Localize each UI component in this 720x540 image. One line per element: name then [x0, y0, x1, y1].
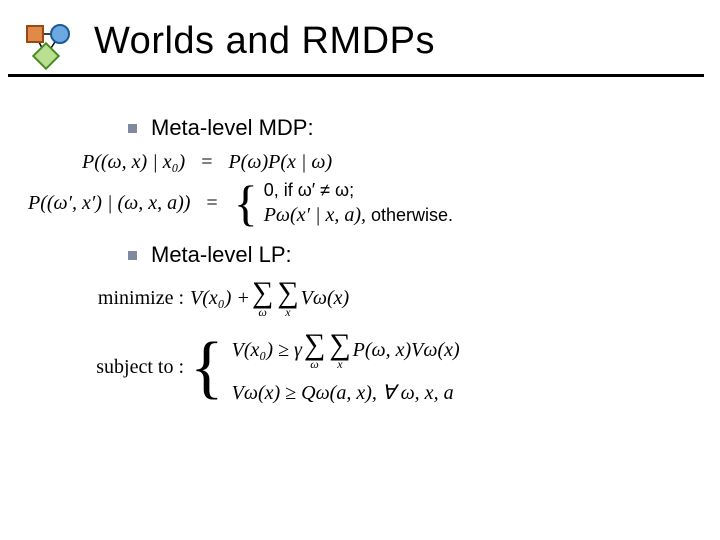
lp-c1-rhs: P(ω, x)Vω(x) — [353, 339, 460, 362]
sum-x-icon: ∑x — [329, 330, 350, 370]
slide-logo-icon — [22, 22, 76, 72]
lp-equations: minimize : V(x₀) + ∑ω ∑x Vω(x) subject t… — [74, 278, 700, 405]
mdp-eq1-rhs: P(ω)P(x | ω) — [228, 151, 332, 173]
bullet-square-icon — [128, 251, 137, 260]
sum-omega-icon: ∑ω — [252, 278, 273, 318]
bullet-1-text: Meta-level MDP: — [151, 115, 314, 141]
lp-subject-label: subject to : — [74, 356, 184, 379]
bullet-1: Meta-level MDP: — [128, 115, 700, 141]
lp-minimize-a: V(x₀) + — [190, 287, 250, 310]
title-underline — [8, 74, 704, 77]
sum-omega-icon: ∑ω — [304, 330, 325, 370]
mdp-equations: P((ω, x) | x₀) = P(ω)P(x | ω) P((ω′, x′)… — [28, 151, 700, 228]
lp-minimize: minimize : V(x₀) + ∑ω ∑x Vω(x) — [74, 278, 700, 318]
mdp-eq1-lhs: P((ω, x) | x₀) — [82, 151, 185, 173]
slide-content: Meta-level MDP: P((ω, x) | x₀) = P(ω)P(x… — [88, 115, 700, 405]
slide-title: Worlds and RMDPs — [94, 20, 700, 63]
lp-constraint-2: Vω(x) ≥ Qω(a, x), ∀ ω, x, a — [232, 380, 460, 405]
bullet-2-text: Meta-level LP: — [151, 242, 292, 268]
lp-c1-lhs: V(x₀) ≥ γ — [232, 339, 302, 362]
mdp-eq2-lhs: P((ω′, x′) | (ω, x, a)) — [28, 192, 190, 214]
mdp-case-1: 0, if ω′ ≠ ω; — [264, 179, 453, 202]
mdp-eq-2: P((ω′, x′) | (ω, x, a)) = { 0, if ω′ ≠ ω… — [28, 178, 700, 228]
mdp-eq-1: P((ω, x) | x₀) = P(ω)P(x | ω) — [82, 151, 700, 174]
lp-subject-to: subject to : { V(x₀) ≥ γ ∑ω ∑x P(ω, x)Vω… — [74, 330, 700, 405]
lp-c2: Vω(x) ≥ Qω(a, x), ∀ ω, x, a — [232, 380, 454, 405]
bullet-2: Meta-level LP: — [128, 242, 700, 268]
bullet-square-icon — [128, 124, 137, 133]
lp-minimize-label: minimize : — [74, 287, 184, 310]
lp-constraint-1: V(x₀) ≥ γ ∑ω ∑x P(ω, x)Vω(x) — [232, 330, 460, 370]
sum-x-icon: ∑x — [277, 278, 298, 318]
mdp-case-2: Pω(x′ | x, a), otherwise. — [264, 204, 453, 227]
lp-minimize-b: Vω(x) — [301, 287, 350, 310]
